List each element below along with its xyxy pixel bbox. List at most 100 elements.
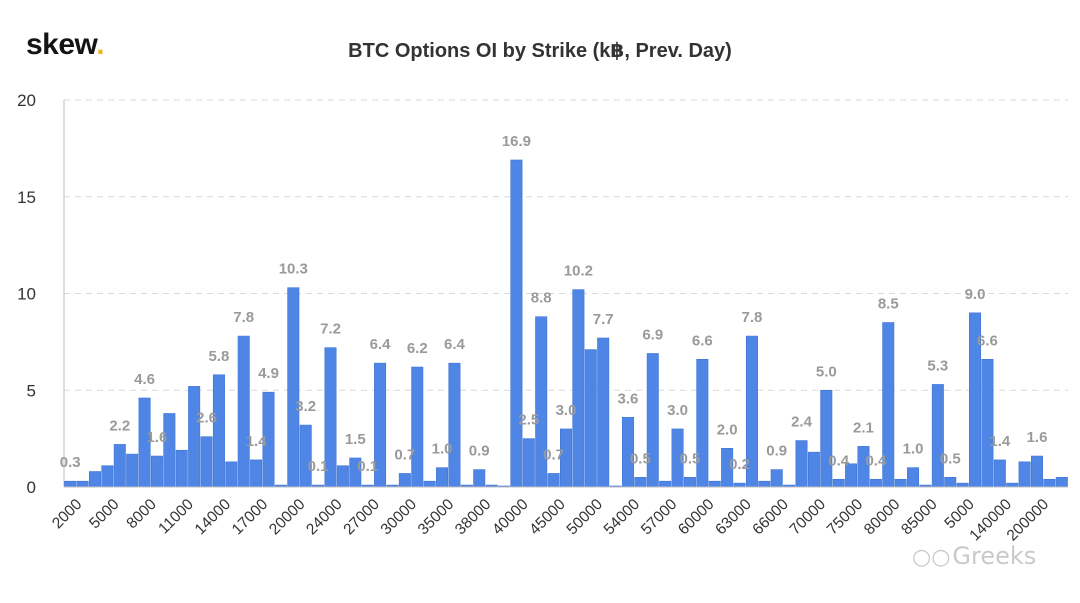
bar <box>510 159 523 488</box>
x-tick-label: 60000 <box>675 496 718 539</box>
bar <box>336 465 349 488</box>
bar <box>1043 478 1056 488</box>
data-label: 3.6 <box>618 390 639 407</box>
data-label: 0.9 <box>766 443 787 460</box>
bar <box>931 384 944 488</box>
data-label: 0.1 <box>308 458 329 475</box>
data-label: 3.2 <box>295 398 316 415</box>
bar <box>250 459 263 488</box>
x-tick-label: 50000 <box>564 496 607 539</box>
x-tick-label: 40000 <box>489 496 532 539</box>
bar <box>547 473 560 488</box>
data-label: 7.8 <box>741 309 762 326</box>
bar <box>448 362 461 488</box>
y-tick-label: 20 <box>17 91 36 110</box>
data-label: 0.5 <box>940 450 961 467</box>
bar <box>225 461 238 488</box>
bar <box>659 480 672 488</box>
data-label: 8.5 <box>878 296 899 313</box>
bar <box>1006 482 1019 488</box>
data-label: 0.4 <box>828 452 850 469</box>
bar <box>1055 477 1068 488</box>
data-label: 5.3 <box>927 357 948 374</box>
bar <box>188 386 201 488</box>
bar <box>795 440 808 488</box>
bar <box>894 478 907 488</box>
data-label: 0.2 <box>729 456 750 473</box>
data-label: 1.0 <box>903 441 924 458</box>
data-label: 2.2 <box>109 417 130 434</box>
data-label: 10.3 <box>279 261 308 278</box>
data-label: 0.7 <box>394 446 415 463</box>
bar <box>1031 455 1044 488</box>
data-label: 8.8 <box>531 290 552 307</box>
data-label: 5.0 <box>816 363 837 380</box>
data-label: 6.6 <box>692 332 713 349</box>
x-tick-label: 63000 <box>712 496 755 539</box>
data-label: 2.5 <box>518 412 539 429</box>
bar <box>683 477 696 488</box>
x-tick-label: 66000 <box>749 496 792 539</box>
data-label: 6.6 <box>977 332 998 349</box>
bar <box>907 467 920 488</box>
bar <box>733 482 746 488</box>
watermark-text: Greeks <box>952 542 1037 570</box>
bar <box>869 478 882 488</box>
x-tick-label: 35000 <box>415 496 458 539</box>
bar <box>287 287 300 488</box>
data-label: 0.3 <box>60 454 81 471</box>
data-label: 5.8 <box>209 348 230 365</box>
data-label: 0.4 <box>865 452 887 469</box>
data-label: 7.2 <box>320 321 341 338</box>
data-label: 4.6 <box>134 371 155 388</box>
x-tick-label: 5000 <box>86 496 123 533</box>
bar <box>597 337 610 488</box>
bar <box>1018 461 1031 488</box>
data-label: 1.6 <box>147 429 168 446</box>
bar <box>411 366 424 488</box>
bar <box>758 480 771 488</box>
x-tick-label: 85000 <box>898 496 941 539</box>
bar <box>200 436 213 488</box>
x-tick-label: 45000 <box>526 496 569 539</box>
bar <box>944 477 957 488</box>
wechat-icon: ○○ <box>912 545 951 570</box>
data-label: 9.0 <box>965 286 986 303</box>
bar <box>113 444 126 488</box>
bar <box>150 455 163 488</box>
bar <box>212 374 225 488</box>
data-label: 7.7 <box>593 311 614 328</box>
data-label: 1.4 <box>246 433 268 450</box>
bar <box>423 480 436 488</box>
x-tick-label: 8000 <box>123 496 160 533</box>
x-tick-label: 24000 <box>303 496 346 539</box>
bar <box>101 465 114 488</box>
x-tick-label: 30000 <box>378 496 421 539</box>
x-tick-label: 17000 <box>229 496 272 539</box>
logo-text: skew <box>26 28 97 61</box>
skew-logo: skew. <box>26 28 105 62</box>
bar <box>832 478 845 488</box>
bar <box>299 424 312 488</box>
bar <box>584 349 597 488</box>
data-label: 6.4 <box>444 336 466 353</box>
y-tick-label: 5 <box>27 381 36 400</box>
data-label: 0.9 <box>469 443 490 460</box>
bar <box>981 358 994 488</box>
bar <box>807 451 820 488</box>
bar <box>175 449 188 488</box>
bar <box>88 471 101 488</box>
data-label: 0.7 <box>543 446 564 463</box>
bar <box>76 480 89 488</box>
x-tick-label: 200000 <box>1004 496 1053 545</box>
data-label: 1.5 <box>345 431 366 448</box>
x-tick-label: 80000 <box>861 496 904 539</box>
data-label: 1.4 <box>989 433 1011 450</box>
y-tick-label: 10 <box>17 285 36 304</box>
x-tick-label: 27000 <box>340 496 383 539</box>
x-tick-label: 54000 <box>601 496 644 539</box>
bar <box>572 289 585 488</box>
bar <box>770 469 783 488</box>
data-label: 2.6 <box>196 410 217 427</box>
